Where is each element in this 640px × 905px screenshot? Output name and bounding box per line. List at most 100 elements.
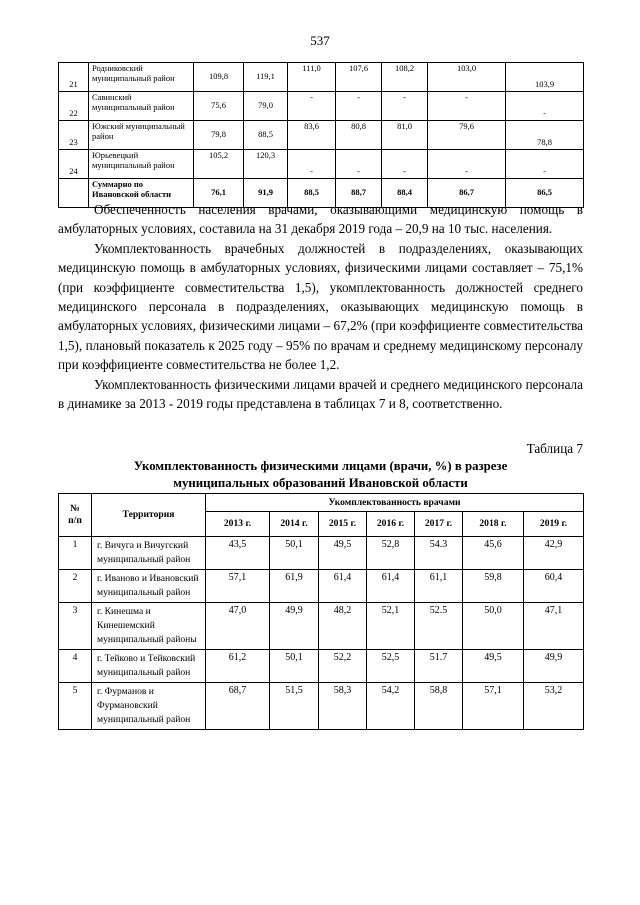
row-value: 49,5	[318, 536, 367, 570]
paragraph-staffing-levels: Укомплектованность врачебных должностей …	[58, 240, 583, 373]
row-value: 88,4	[381, 178, 428, 208]
paragraph-table-reference: Укомплектованность физическими лицами вр…	[58, 376, 583, 412]
table-row: Суммарно по Ивановской области 76,1 91,9 88…	[58, 178, 584, 208]
row-number: 2	[58, 568, 92, 603]
row-value: 51.7	[414, 648, 463, 683]
table-row: 24 Юрьевецкий муниципальный район 105,2 120…	[58, 149, 584, 179]
header-year: 2014 г.	[269, 511, 319, 537]
header-year: 2018 г.	[462, 511, 524, 537]
row-value: 61,4	[318, 568, 367, 603]
table-row: 5 г. Фурманов и Фурмановский муниципальны…	[58, 681, 585, 730]
row-value: 61,2	[205, 648, 270, 683]
row-territory: Южский муниципальный район	[88, 120, 194, 150]
row-territory: г. Иваново и Ивановский муниципальный ра…	[91, 568, 206, 603]
row-value: -	[505, 91, 584, 121]
row-value: 61,4	[366, 568, 415, 603]
row-value: 42,9	[522, 536, 585, 570]
row-territory: г. Кинешма и Кинешемский муниципальный р…	[91, 601, 206, 650]
row-value: 52,8	[366, 536, 415, 570]
row-value: 105,2	[193, 149, 244, 179]
row-territory: Савинский муниципальный район	[88, 91, 194, 121]
page-number: 537	[310, 33, 330, 48]
table-title-line-2: муниципальных образований Ивановской обл…	[173, 475, 468, 490]
row-value: -	[381, 91, 428, 121]
row-value: 81,0	[381, 120, 428, 150]
row-value: 53,2	[522, 681, 585, 730]
row-value: 103,0	[427, 62, 506, 92]
row-value: 119,1	[243, 62, 288, 92]
row-value: 45,6	[462, 536, 524, 570]
row-value: 57,1	[462, 681, 524, 730]
row-value: 111,0	[287, 62, 336, 92]
row-value: 52,1	[366, 601, 415, 650]
header-territory: Территория	[91, 493, 206, 537]
table-row: 23 Южский муниципальный район 79,8 88,5 83,6…	[58, 120, 584, 150]
row-value: -	[335, 149, 382, 179]
row-value: -	[381, 149, 428, 179]
row-territory: Родниковский муниципальный район	[88, 62, 194, 92]
row-value: 108,2	[381, 62, 428, 92]
row-territory: г. Тейково и Тейковский муниципальный ра…	[91, 648, 206, 683]
header-year: 2017 г.	[414, 511, 463, 537]
row-value: 80,8	[335, 120, 382, 150]
row-number: 3	[58, 601, 92, 650]
header-group-staffing: Укомплектованность врачами	[204, 493, 585, 512]
row-value: 78,8	[505, 120, 584, 150]
row-number: 21	[58, 62, 89, 92]
table-row: 1 г. Вичуга и Вичугский муниципальный рай…	[58, 536, 585, 570]
row-value: 79,8	[193, 120, 244, 150]
header-year: 2013 г.	[205, 511, 270, 537]
row-value: 61,1	[414, 568, 463, 603]
table-title-line-1: Укомплектованность физическими лицами (в…	[133, 459, 508, 473]
row-value: 49,5	[462, 648, 524, 683]
row-value: -	[427, 91, 506, 121]
row-value: 58,3	[318, 681, 367, 730]
row-value: 52,5	[366, 648, 415, 683]
row-value: 88,5	[243, 120, 288, 150]
table-header-row-1: № п/п Территория Укомплектованность врачами	[58, 493, 585, 537]
row-value: 52,2	[318, 648, 367, 683]
row-value: 107,6	[335, 62, 382, 92]
row-value: 75,6	[193, 91, 244, 121]
row-value: 49,9	[522, 648, 585, 683]
row-value: 109,8	[193, 62, 244, 92]
header-number-line-1: №	[70, 503, 80, 515]
row-value: 58,8	[414, 681, 463, 730]
row-value: 57,1	[205, 568, 270, 603]
row-number: 24	[58, 149, 89, 179]
row-territory: г. Фурманов и Фурмановский муниципальный…	[91, 681, 206, 730]
row-territory: г. Вичуга и Вичугский муниципальный райо…	[91, 536, 206, 570]
row-value: 61,9	[269, 568, 319, 603]
row-value: 51,5	[269, 681, 319, 730]
body-text-block: Обеспеченность населения врачами, оказыв…	[58, 200, 583, 413]
table-row: 4 г. Тейково и Тейковский муниципальный р…	[58, 648, 585, 683]
table-7: № п/п Территория Укомплектованность врачами…	[58, 493, 585, 730]
row-value: 79,6	[427, 120, 506, 150]
row-value: 47,0	[205, 601, 270, 650]
row-value: 49,9	[269, 601, 319, 650]
row-number	[58, 178, 89, 208]
table-row: 21 Родниковский муниципальный район 109,8 1…	[58, 62, 584, 92]
header-year: 2015 г.	[318, 511, 367, 537]
row-value: 91,9	[243, 178, 288, 208]
table-row: 22 Савинский муниципальный район 75,6 79,0-…	[58, 91, 584, 121]
table-title: Укомплектованность физическими лицами (в…	[58, 458, 583, 491]
header-number-line-2: п/п	[68, 515, 82, 526]
row-value: 86,5	[505, 178, 584, 208]
row-value: -	[505, 149, 584, 179]
row-number: 1	[58, 536, 92, 570]
table-row: 3 г. Кинешма и Кинешемский муниципальный …	[58, 601, 585, 650]
row-territory: Суммарно по Ивановской области	[88, 178, 194, 208]
row-number: 22	[58, 91, 89, 121]
row-value: 86,7	[427, 178, 506, 208]
row-value: -	[287, 91, 336, 121]
row-number: 5	[58, 681, 92, 730]
row-value: 54,2	[366, 681, 415, 730]
row-value: 120,3	[243, 149, 288, 179]
row-value: 88,7	[335, 178, 382, 208]
header-number: № п/п	[58, 493, 92, 537]
row-value: 54.3	[414, 536, 463, 570]
row-value: 103,9	[505, 62, 584, 92]
row-value: 50,1	[269, 536, 319, 570]
